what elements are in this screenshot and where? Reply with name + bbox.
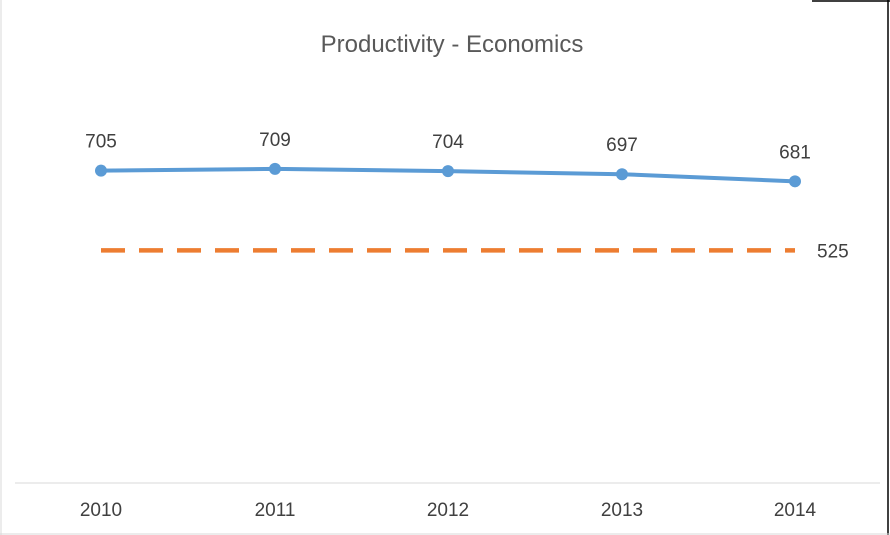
x-tick-label-2010: 2010 [80,500,122,521]
x-tick-label-2011: 2011 [255,500,296,521]
data-label-2012: 704 [432,132,464,153]
x-tick-label-2013: 2013 [601,500,643,521]
series-1-point-2012 [442,165,454,178]
series-layer: 705 709 704 697 681 525 [85,130,849,263]
series-2-end-label: 525 [817,241,849,262]
data-label-2010: 705 [85,132,117,153]
series-1-point-2013 [616,168,628,181]
data-label-2013: 697 [606,135,638,156]
x-tick-label-2014: 2014 [774,500,817,521]
x-tick-label-2012: 2012 [427,500,469,521]
series-1-point-2011 [269,162,281,175]
series-1-point-2010 [95,164,107,177]
series-1-point-2014 [789,175,801,188]
data-label-2011: 709 [259,130,291,151]
chart-title: Productivity - Economics [321,31,584,58]
data-label-2014: 681 [779,142,811,163]
x-axis-tick-labels: 2010 2011 2012 2013 2014 [80,500,817,521]
